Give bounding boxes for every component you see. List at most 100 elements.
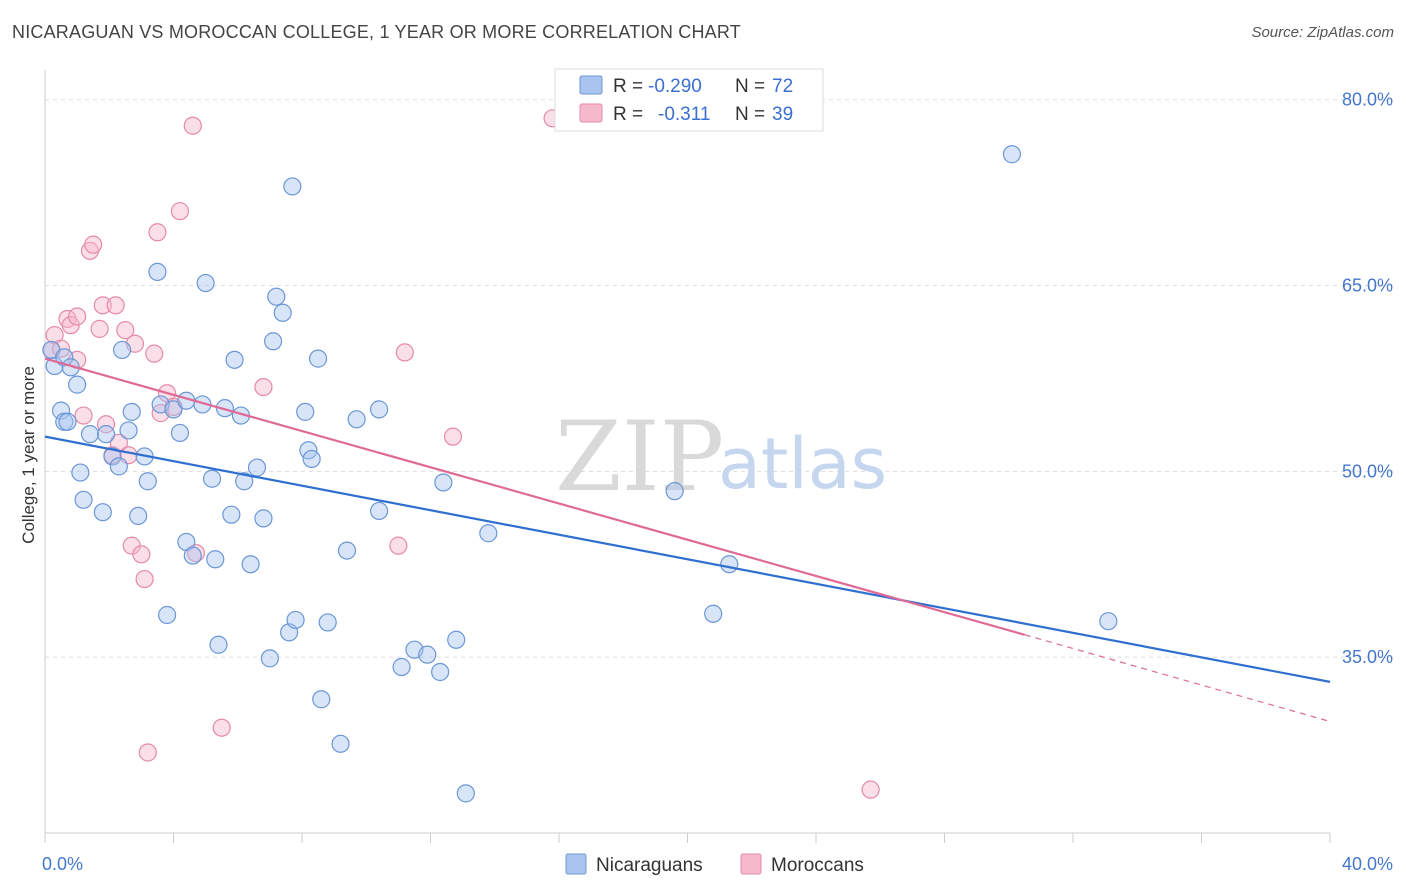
nicaraguans-point <box>202 469 222 488</box>
watermark: ZIP atlas <box>555 401 887 513</box>
moroccans-point <box>96 415 116 434</box>
nicaraguans-point <box>215 399 234 418</box>
series-legend: Nicaraguans Moroccans <box>565 853 864 876</box>
nicaraguans-point <box>80 425 100 444</box>
nicaraguans-point <box>302 449 321 469</box>
nicaraguans-point <box>331 734 350 753</box>
moroccans-point <box>148 223 167 242</box>
source-credit: Source: ZipAtlas.com <box>1251 24 1394 41</box>
legend-swatch-moroccans <box>740 853 762 875</box>
legend-swatch-moroccans <box>579 103 603 123</box>
nicaraguans-point <box>109 457 128 476</box>
legend-label-nicaraguans: Nicaraguans <box>596 855 703 876</box>
nicaraguans-point <box>68 375 87 394</box>
nicaraguans-point <box>456 784 475 803</box>
nicaraguans-point <box>260 649 279 668</box>
nicaraguans-point <box>431 662 450 682</box>
watermark-zip: ZIP <box>555 401 724 513</box>
nicaraguans-point <box>720 555 739 574</box>
y-tick-label: 50.0% <box>1342 461 1393 481</box>
legend-n-label: N = <box>735 104 765 125</box>
nicaraguans-trend-line <box>44 435 1331 683</box>
nicaraguans-point <box>183 546 202 565</box>
nicaraguans-point <box>370 400 389 419</box>
legend-r-value: -0.311 <box>658 104 710 125</box>
legend-n-value: 72 <box>772 76 793 97</box>
moroccans-point <box>170 202 190 221</box>
nicaraguans-point <box>704 604 723 623</box>
y-axis-label: College, 1 year or more <box>19 366 38 544</box>
nicaraguans-point <box>129 506 148 526</box>
nicaraguans-point <box>148 262 167 281</box>
legend-swatch-nicaraguans <box>579 75 603 95</box>
moroccans-point <box>861 780 880 799</box>
legend-swatch-nicaraguans <box>565 853 587 875</box>
nicaraguans-point <box>122 402 141 421</box>
moroccans-trend-extension <box>1024 634 1331 723</box>
nicaraguans-point <box>273 303 292 322</box>
nicaraguans-point <box>247 458 267 477</box>
nicaraguans-point <box>267 287 286 306</box>
nicaraguans-point <box>308 349 328 368</box>
trend-lines <box>44 357 1331 723</box>
y-tick-label: 65.0% <box>1342 276 1393 296</box>
nicaraguans-point <box>447 630 466 649</box>
legend-label-moroccans: Moroccans <box>771 855 864 876</box>
nicaraguans-point <box>112 340 132 360</box>
nicaraguans-point <box>206 550 225 569</box>
nicaraguans-point <box>96 425 116 444</box>
nicaraguans-point <box>479 524 498 543</box>
watermark-atlas: atlas <box>718 423 887 505</box>
nicaraguans-points <box>42 145 1118 803</box>
moroccans-point <box>135 569 154 589</box>
moroccans-point <box>74 406 93 425</box>
moroccans-point <box>132 545 151 564</box>
moroccans-point <box>443 427 463 446</box>
nicaraguans-point <box>318 613 337 632</box>
nicaraguans-point <box>222 505 241 524</box>
legend-n-value: 39 <box>772 104 793 125</box>
nicaraguans-point <box>103 447 122 466</box>
nicaraguans-point <box>71 463 90 482</box>
axes <box>44 70 1331 843</box>
nicaraguans-point <box>170 423 190 443</box>
moroccans-point <box>93 296 112 315</box>
moroccans-trend-line <box>44 357 1026 636</box>
nicaraguans-point <box>1099 612 1118 631</box>
nicaraguans-point <box>283 177 302 196</box>
nicaraguans-point <box>74 490 93 509</box>
x-tick-labels: 0.0% 40.0% <box>42 854 1393 874</box>
nicaraguans-point <box>51 401 71 420</box>
nicaraguans-point <box>665 482 684 501</box>
legend-r-label: R = <box>613 104 643 125</box>
nicaraguans-point <box>347 410 366 429</box>
moroccans-point <box>389 536 408 555</box>
correlation-legend: R = -0.290 N = 72 R = -0.311 N = 39 <box>554 68 824 132</box>
nicaraguans-point <box>58 412 77 431</box>
nicaraguans-point <box>196 273 215 293</box>
nicaraguans-point <box>312 690 331 709</box>
moroccans-point <box>212 718 231 737</box>
nicaraguans-point <box>434 473 453 492</box>
legend-r-label: R = <box>613 76 643 97</box>
nicaraguans-point <box>1002 145 1022 164</box>
nicaraguans-point <box>296 402 315 421</box>
moroccans-point <box>106 296 125 315</box>
legend-r-value: -0.290 <box>648 76 702 97</box>
nicaraguans-point <box>235 472 254 491</box>
moroccans-point <box>84 235 103 254</box>
moroccans-point <box>145 344 164 363</box>
nicaraguans-point <box>254 509 273 528</box>
y-tick-labels: 35.0% 50.0% 65.0% 80.0% <box>1342 90 1393 667</box>
legend-n-label: N = <box>735 76 765 97</box>
nicaraguans-point <box>225 350 244 369</box>
nicaraguans-point <box>392 657 411 677</box>
nicaraguans-point <box>337 541 357 560</box>
moroccans-point <box>116 321 135 340</box>
nicaraguans-point <box>370 501 389 521</box>
nicaraguans-point <box>286 610 305 630</box>
moroccans-point <box>68 307 87 326</box>
nicaraguans-point <box>55 348 74 367</box>
nicaraguans-point <box>209 635 228 654</box>
